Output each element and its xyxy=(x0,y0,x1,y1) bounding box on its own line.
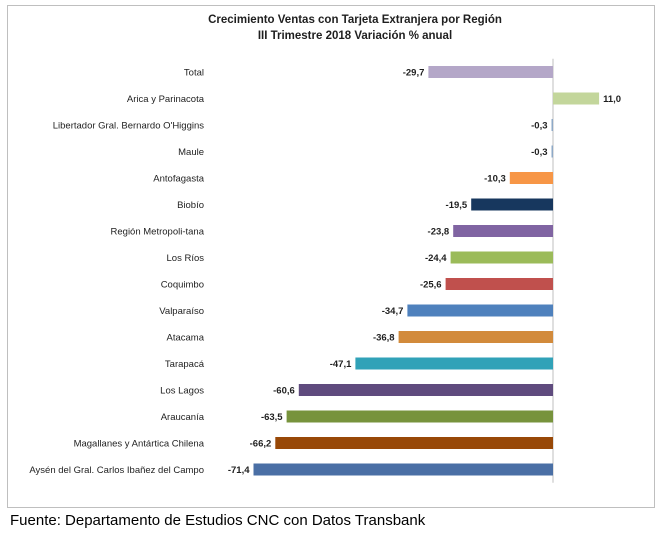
category-label-los-rios: Los Ríos xyxy=(167,253,205,264)
value-label-magallanes-y-antartica-chilena: -66,2 xyxy=(250,439,272,450)
bar-tarapaca xyxy=(355,357,553,370)
category-label-total: Total xyxy=(184,68,204,79)
bar-maule xyxy=(551,145,553,158)
category-label-araucania: Araucanía xyxy=(161,412,205,423)
category-label-tarapaca: Tarapacá xyxy=(165,359,205,370)
category-label-biobio: Biobío xyxy=(177,200,204,211)
category-label-libertador-gral-bernardo-o-higgins: Libertador Gral. Bernardo O'Higgins xyxy=(53,121,204,132)
value-label-libertador-gral-bernardo-o-higgins: -0,3 xyxy=(531,121,547,132)
bar-coquimbo xyxy=(445,278,553,290)
value-label-atacama: -36,8 xyxy=(373,333,395,344)
bar-los-rios xyxy=(450,251,553,264)
category-label-arica-y-parinacota: Arica y Parinacota xyxy=(127,94,205,105)
bar-magallanes-y-antartica-chilena xyxy=(275,437,553,449)
value-label-antofagasta: -10,3 xyxy=(484,174,506,185)
bar-araucania xyxy=(286,410,553,423)
category-label-coquimbo: Coquimbo xyxy=(161,280,204,291)
bar-libertador-gral-bernardo-o-higgins xyxy=(551,119,553,131)
bars-group: Total -29,7 Arica y Parinacota 11,0 Libertad… xyxy=(29,66,621,476)
category-label-los-lagos: Los Lagos xyxy=(160,386,204,397)
chart-title: Crecimiento Ventas con Tarjeta Extranjer… xyxy=(208,14,502,26)
category-label-atacama: Atacama xyxy=(167,333,205,344)
bar-arica-y-parinacota xyxy=(553,92,600,105)
category-label-magallanes-y-antartica-chilena: Magallanes y Antártica Chilena xyxy=(74,439,205,450)
value-label-tarapaca: -47,1 xyxy=(330,359,352,370)
chart-frame: Crecimiento Ventas con Tarjeta Extranjer… xyxy=(7,5,655,508)
value-label-aysen-del-gral-carlos-ibanez-del-campo: -71,4 xyxy=(228,465,250,476)
category-label-aysen-del-gral-carlos-ibanez-del-campo: Aysén del Gral. Carlos Ibañez del Campo xyxy=(29,465,204,476)
value-label-total: -29,7 xyxy=(403,68,425,79)
bar-antofagasta xyxy=(509,172,553,184)
value-label-region-metropoli-tana: -23,8 xyxy=(428,227,450,238)
value-label-maule: -0,3 xyxy=(531,147,547,158)
bar-aysen-del-gral-carlos-ibanez-del-campo xyxy=(253,463,553,476)
category-label-valparaiso: Valparaíso xyxy=(159,306,204,317)
value-label-los-rios: -24,4 xyxy=(425,253,447,264)
value-label-arica-y-parinacota: 11,0 xyxy=(603,94,621,105)
bar-region-metropoli-tana xyxy=(453,225,553,237)
bar-total xyxy=(428,66,553,78)
bar-valparaiso xyxy=(407,304,553,317)
value-label-valparaiso: -34,7 xyxy=(382,306,404,317)
value-label-biobio: -19,5 xyxy=(446,200,468,211)
bar-atacama xyxy=(398,331,553,343)
value-label-araucania: -63,5 xyxy=(261,412,283,423)
value-label-los-lagos: -60,6 xyxy=(273,386,295,397)
category-label-antofagasta: Antofagasta xyxy=(153,174,204,185)
category-label-region-metropoli-tana: Región Metropoli-tana xyxy=(111,227,205,238)
chart-subtitle: III Trimestre 2018 Variación % anual xyxy=(258,30,452,42)
category-label-maule: Maule xyxy=(178,147,204,158)
bar-biobio xyxy=(471,198,553,211)
value-label-coquimbo: -25,6 xyxy=(420,280,442,291)
source-note: Fuente: Departamento de Estudios CNC con… xyxy=(10,512,426,529)
bar-los-lagos xyxy=(298,384,553,396)
bar-chart: Crecimiento Ventas con Tarjeta Extranjer… xyxy=(29,14,621,483)
